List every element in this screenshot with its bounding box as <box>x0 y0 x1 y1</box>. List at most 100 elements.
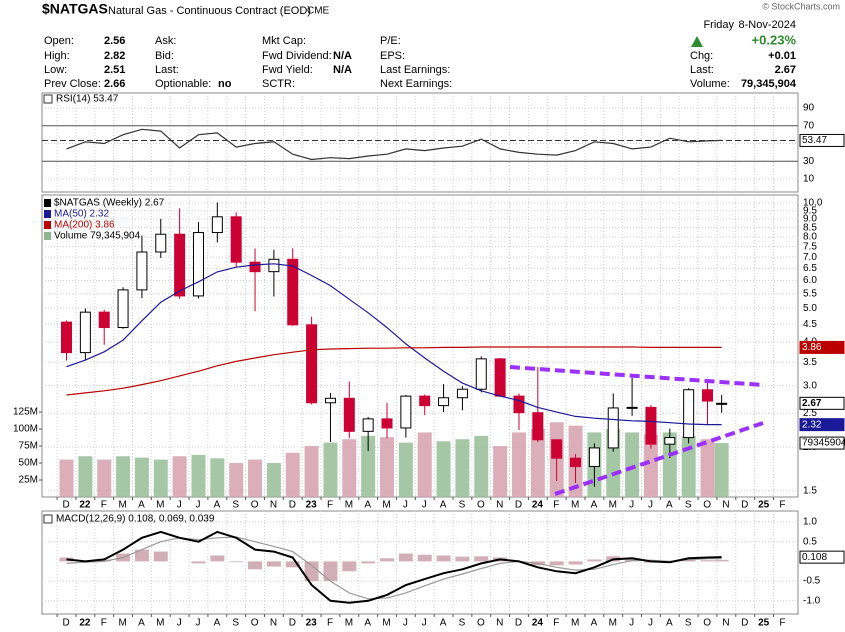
x-tick-label: J <box>177 618 182 629</box>
x-tick-label: J <box>629 500 634 511</box>
field-label: High: <box>44 50 70 62</box>
histogram-bar <box>568 561 583 565</box>
field-value: N/A <box>333 64 352 76</box>
candle-body <box>79 311 91 354</box>
line <box>66 263 722 426</box>
x-tick-label: D <box>289 500 296 511</box>
y2-tick-label: 125M <box>13 407 38 418</box>
field-label: Mkt Cap: <box>262 35 306 47</box>
candle-body <box>664 437 676 445</box>
candle-body <box>268 258 280 273</box>
candle-body <box>588 447 600 468</box>
x-tick-label: 22 <box>79 500 91 511</box>
x-tick-label: A <box>666 618 673 629</box>
value-box-label: 53.47 <box>802 135 827 146</box>
candle-body <box>551 439 563 459</box>
x-tick-label: 25 <box>758 500 770 511</box>
volume-bar <box>662 432 677 497</box>
volume-bar <box>474 435 489 497</box>
x-tick-label: J <box>403 618 408 629</box>
candle-body <box>716 402 728 405</box>
x-tick-label: A <box>364 618 371 629</box>
x-tick-label: A <box>364 500 371 511</box>
field-value: 2.66 <box>104 78 125 90</box>
line <box>66 346 722 396</box>
histogram-bar <box>380 558 395 562</box>
legend-label: MA(200) 3.86 <box>54 220 115 231</box>
histogram-bar <box>285 561 300 568</box>
up-arrow <box>691 36 703 47</box>
legend-label: Volume 79,345,904 <box>54 231 141 242</box>
histogram-bar <box>153 551 168 562</box>
volume-bar <box>172 456 187 497</box>
candle-body <box>532 412 544 441</box>
value-box <box>799 550 845 564</box>
candle-body <box>155 233 167 253</box>
histogram-bar <box>266 561 281 567</box>
x-tick-label: N <box>496 618 503 629</box>
x-tick-label: A <box>138 618 145 629</box>
volume-bar <box>511 432 526 497</box>
field-value: +0.01 <box>768 50 796 62</box>
candle-body <box>174 233 186 297</box>
value-box-label: 3.86 <box>802 342 822 353</box>
volume-bar <box>323 442 338 497</box>
x-tick-label: S <box>459 618 466 629</box>
volume-bar <box>210 458 225 497</box>
field-value: 2.51 <box>104 64 125 76</box>
x-tick-label: A <box>440 500 447 511</box>
legend-swatch <box>44 199 51 207</box>
line <box>66 530 722 604</box>
x-tick-label: S <box>459 500 466 511</box>
volume-bar <box>191 454 206 497</box>
x-tick-label: D <box>741 618 748 629</box>
y-tick-label: 8.0 <box>803 231 817 242</box>
candle-body <box>98 311 110 329</box>
y2-tick-label: 50M <box>19 458 38 469</box>
x-tick-label: J <box>196 500 201 511</box>
y2-tick-label: 75M <box>19 441 38 452</box>
volume-bar <box>266 463 281 497</box>
volume-bar <box>700 439 715 497</box>
y-tick-label: 1.0 <box>803 517 817 528</box>
histogram-bar <box>474 556 489 562</box>
field-label: Low: <box>44 64 67 76</box>
volume-bar <box>342 439 357 497</box>
field-label: Ask: <box>155 35 176 47</box>
exchange: CME <box>307 6 330 17</box>
x-tick-label: D <box>62 618 69 629</box>
candle-body <box>702 389 714 402</box>
x-tick-label: A <box>214 618 221 629</box>
field-label: Bid: <box>155 50 174 62</box>
histogram-bar <box>210 555 225 562</box>
histogram-bar <box>361 561 376 564</box>
y-tick-label: 5.0 <box>803 303 817 314</box>
x-tick-label: N <box>270 618 277 629</box>
value-box <box>799 396 845 410</box>
volume-bar <box>625 432 640 497</box>
y2-tick-label: 100M <box>13 424 38 435</box>
y-tick-label: 1.5 <box>803 485 817 496</box>
candle-body <box>343 397 355 432</box>
trendline <box>509 365 764 387</box>
x-tick-label: M <box>609 618 617 629</box>
volume-bar <box>417 432 432 497</box>
candle-body <box>324 397 336 404</box>
y-tick-label: 5.5 <box>803 288 817 299</box>
volume-bar <box>530 429 545 497</box>
candle-body <box>494 358 506 397</box>
y-tick-label: 6.0 <box>803 275 817 286</box>
value-box <box>799 418 845 432</box>
y-tick-label: 10.0 <box>803 198 823 209</box>
x-tick-label: A <box>138 500 145 511</box>
volume-bar <box>643 434 658 497</box>
y2-tick-label: 25M <box>19 475 38 486</box>
x-tick-label: J <box>648 618 653 629</box>
x-tick-label: D <box>515 618 522 629</box>
x-tick-label: S <box>685 618 692 629</box>
legend-swatch <box>43 514 53 524</box>
x-tick-label: N <box>722 618 729 629</box>
